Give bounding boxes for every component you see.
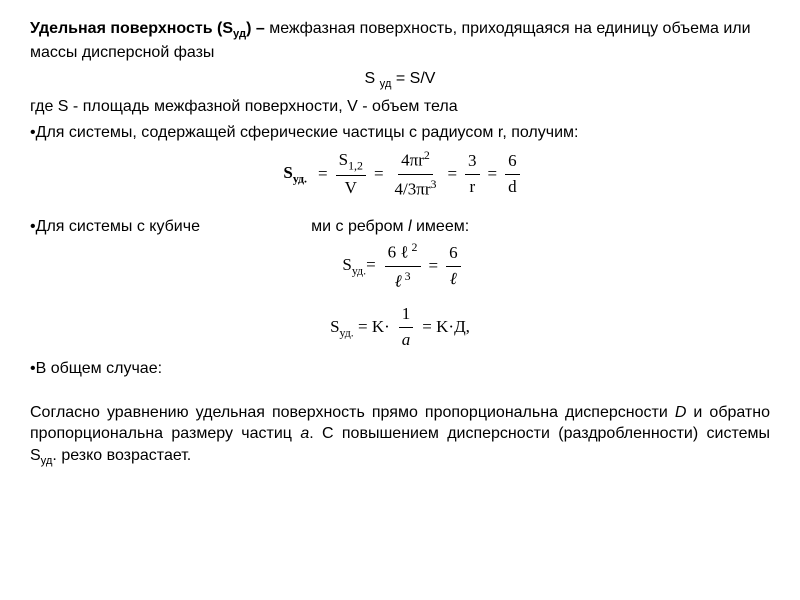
f2-frac1: 6 ℓ 2 ℓ 3 [382,239,424,293]
bullet-cube-gap [200,218,311,235]
def-term-text: Удельная поверхность (S [30,20,233,37]
f3-label-sub: уд. [340,325,354,339]
f1-frac2-num: 4πr2 [398,147,433,175]
f1-frac4: 6 d [502,150,523,199]
formula-general: Sуд. = K· 1 a = K·Д, [30,303,770,352]
bullet-general: •В общем случае: [30,358,770,380]
f1-label-s: S [283,163,292,182]
bullet-sphere: •Для системы, содержащей сферические час… [30,122,770,144]
f1-eq4: = [483,163,503,186]
definition-line: Удельная поверхность (Sуд) – межфазная п… [30,18,770,64]
conclusion-sub: уд [41,455,53,467]
f1-eq3: = [442,163,462,186]
f1-label: Sуд. [277,162,313,186]
f3-eq1: = K· [354,317,390,336]
f1-frac1: S1,2 V [333,149,369,199]
f1-frac1-den: V [342,176,360,200]
f1-frac3-den: r [466,175,478,199]
bullet-cube-b: ми с ребром [311,218,408,235]
conclusion-a: Согласно уравнению удельная поверхность … [30,404,675,421]
f3-label: Sуд. = K· [324,316,396,340]
f1-frac2-den: 4/3πr3 [392,175,440,202]
f3-eq2: = K·Д, [416,316,476,339]
f1-frac1-num: S1,2 [336,149,366,175]
f1-frac4-num: 6 [505,150,520,175]
formula-sphere: Sуд. = S1,2 V = 4πr2 4/3πr3 = 3 r = 6 d [30,147,770,201]
f2-frac2: 6 ℓ [443,242,464,291]
def-term-close: ) – [246,20,269,37]
f2-eq2: = [424,255,444,278]
bullet-general-text: В общем случае: [36,360,162,377]
def-term-sub: уд [233,28,246,40]
f1-eq2: = [369,163,389,186]
f1-eq1: = [313,163,333,186]
formula-main-sub: уд [380,78,392,90]
bullet-sphere-text: Для системы, содержащей сферические част… [36,124,579,141]
conclusion-d: . резко возрастает. [52,447,191,464]
definition-term: Удельная поверхность (Sуд) – [30,20,269,37]
f2-label: Sуд.= [336,254,381,278]
formula-main-s: S [365,70,380,87]
f3-frac-den: a [399,328,414,352]
formula-main-eq: = S/V [391,70,435,87]
f1-frac3: 3 r [462,150,483,199]
conclusion: Согласно уравнению удельная поверхность … [30,402,770,469]
f2-frac1-den: ℓ 3 [392,267,414,294]
bullet-cube-c: имеем: [412,218,470,235]
f1-frac3-num: 3 [465,150,480,175]
f2-label-sub: уд. [352,263,366,277]
conclusion-d-sym: D [675,404,687,421]
conclusion-a-sym: a [300,425,309,442]
f3-frac-num: 1 [399,303,414,328]
f3-frac: 1 a [396,303,417,352]
f1-frac4-den: d [505,175,520,199]
f3-label-s: S [330,317,339,336]
f1-frac2: 4πr2 4/3πr3 [389,147,443,201]
f2-label-s: S [342,255,351,274]
bullet-cube: •Для системы с кубиче ми с ребром l имее… [30,216,770,238]
f2-frac2-den: ℓ [447,267,460,291]
where-line: где S - площадь межфазной поверхности, V… [30,96,770,118]
f1-label-sub: уд. [293,172,307,186]
formula-cube: Sуд.= 6 ℓ 2 ℓ 3 = 6 ℓ [30,239,770,293]
f2-frac2-num: 6 [446,242,461,267]
bullet-cube-a: Для системы с кубиче [36,218,200,235]
f2-frac1-num: 6 ℓ 2 [385,239,421,267]
formula-main: S уд = S/V [30,68,770,92]
f2-label-eq: = [366,255,376,274]
document-page: Удельная поверхность (Sуд) – межфазная п… [0,0,800,483]
